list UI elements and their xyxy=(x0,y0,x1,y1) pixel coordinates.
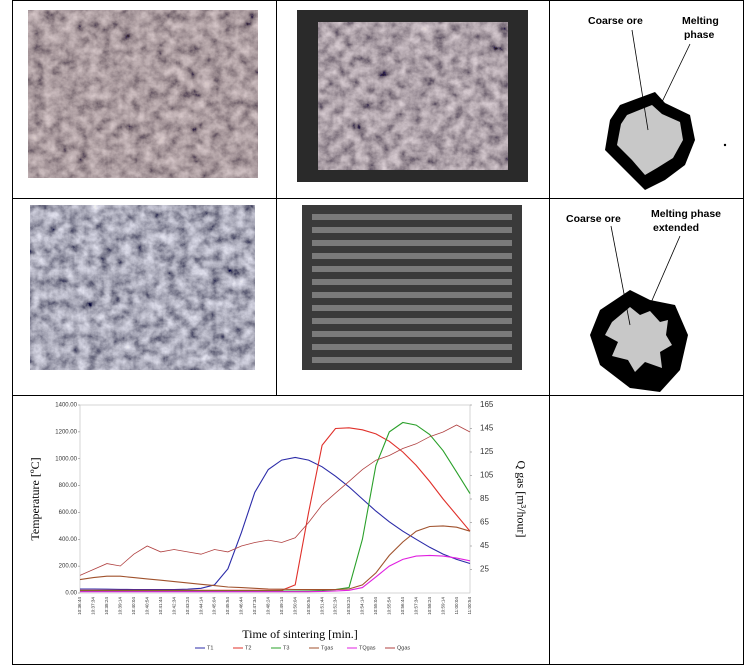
series-line xyxy=(80,425,470,575)
x-tick-label: 10:50:54 xyxy=(306,597,311,615)
x-tick-label: 10:36:44 xyxy=(77,597,82,615)
photo-grate xyxy=(302,205,522,370)
x-tick-label: 10:49:14 xyxy=(279,597,284,615)
x-tick-label: 11:00:04 xyxy=(454,597,459,615)
y-tick-label: 600.00 xyxy=(59,510,78,516)
x-tick-label: 10:45:04 xyxy=(212,597,217,615)
x-tick-label: 10:48:24 xyxy=(265,597,270,615)
x-tick-label: 10:43:24 xyxy=(185,597,190,615)
y2-tick-label: 145 xyxy=(480,424,494,433)
label-coarse-ore: Coarse ore xyxy=(588,15,643,27)
plot-area xyxy=(80,405,470,593)
x-tick-label: 10:47:34 xyxy=(252,597,257,615)
x-tick-label: 10:37:34 xyxy=(91,597,96,615)
y-tick-label: 1400.00 xyxy=(55,403,77,409)
x-tick-label: 10:56:44 xyxy=(400,597,405,615)
y-tick-label: 400.00 xyxy=(59,537,78,543)
x-tick-label: 10:39:14 xyxy=(118,597,123,615)
photo-sinter-top xyxy=(28,10,258,178)
y2-axis-title: Q gas [m³/hour] xyxy=(514,461,528,538)
x-tick-label: 10:46:44 xyxy=(239,597,244,615)
y2-tick-label: 25 xyxy=(480,565,489,574)
x-tick-label: 10:41:44 xyxy=(158,597,163,615)
x-tick-label: 10:40:54 xyxy=(144,597,149,615)
figure: Coarse ore Melting phase Coarse ore Melt… xyxy=(0,0,744,665)
x-axis-title: Time of sintering [min.] xyxy=(242,627,358,641)
y2-tick-label: 125 xyxy=(480,447,494,456)
x-tick-label: 10:59:14 xyxy=(440,597,445,615)
x-tick-label: 10:50:04 xyxy=(292,597,297,615)
x-tick-label: 10:54:14 xyxy=(360,597,365,615)
y-tick-label: 200.00 xyxy=(59,564,78,570)
label-melting: phase xyxy=(684,29,715,41)
y-axis-title: Temperature [ºC] xyxy=(28,457,42,540)
series-line xyxy=(80,457,470,589)
x-tick-label: 10:40:04 xyxy=(131,597,136,615)
label-melting: extended xyxy=(653,222,699,234)
label-coarse-ore: Coarse ore xyxy=(566,213,621,225)
legend-label: Qgas xyxy=(397,645,410,651)
legend-label: T2 xyxy=(245,645,251,651)
series-line xyxy=(80,428,470,591)
y2-tick-label: 45 xyxy=(480,541,489,550)
x-tick-label: 10:58:24 xyxy=(427,597,432,615)
legend-label: T3 xyxy=(283,645,289,651)
diagram-melting-extended: Coarse ore Melting phase extended xyxy=(566,208,721,392)
legend-label: Tgas xyxy=(321,645,333,651)
y2-tick-label: 105 xyxy=(480,471,494,480)
page: {"cells": { "diagram1": {"coarse": "Coar… xyxy=(0,0,744,665)
legend-label: T1 xyxy=(207,645,213,651)
y-tick-label: 800.00 xyxy=(59,483,78,489)
x-tick-label: 10:53:24 xyxy=(346,597,351,615)
y2-tick-label: 85 xyxy=(480,494,489,503)
photo-sinter-cake xyxy=(30,205,255,370)
label-melting: Melting phase xyxy=(651,208,721,220)
photo-sinter-pallet xyxy=(297,10,528,182)
legend-label: TQgas xyxy=(359,645,376,651)
y-tick-label: 0.00 xyxy=(65,591,77,597)
y2-tick-label: 165 xyxy=(480,400,494,409)
label-melting: Melting xyxy=(682,15,719,27)
y2-tick-label: 65 xyxy=(480,518,489,527)
x-tick-label: 10:52:34 xyxy=(333,597,338,615)
x-tick-label: 10:51:44 xyxy=(319,597,324,615)
x-tick-label: 10:55:54 xyxy=(387,597,392,615)
x-tick-label: 10:55:04 xyxy=(373,597,378,615)
x-tick-label: 10:57:34 xyxy=(413,597,418,615)
x-tick-label: 10:42:34 xyxy=(171,597,176,615)
y-tick-label: 1200.00 xyxy=(55,429,77,435)
x-tick-label: 11:00:54 xyxy=(467,597,472,615)
y-tick-label: 1000.00 xyxy=(55,456,77,462)
series-line xyxy=(80,555,470,591)
x-tick-label: 10:38:24 xyxy=(104,597,109,615)
x-tick-label: 10:44:14 xyxy=(198,597,203,615)
x-tick-label: 10:45:54 xyxy=(225,597,230,615)
diagram-melting: Coarse ore Melting phase xyxy=(588,15,726,190)
series-line xyxy=(80,423,470,592)
